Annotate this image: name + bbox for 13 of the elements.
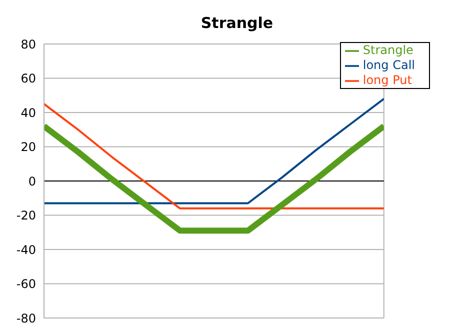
legend-label: Strangle [362, 43, 414, 57]
y-tick-label: 20 [20, 140, 36, 154]
y-tick-label: -40 [16, 242, 36, 257]
legend-label: long Call [362, 58, 415, 72]
legend-label: long Put [362, 73, 412, 87]
y-tick-label: 80 [20, 37, 36, 52]
y-tick-label: -60 [16, 277, 36, 292]
chart-title: Strangle [200, 14, 274, 32]
y-tick-label: -80 [16, 311, 36, 325]
y-tick-label: 0 [28, 174, 36, 188]
y-tick-label: -20 [16, 208, 36, 223]
y-tick-label: 40 [20, 106, 36, 120]
y-tick-label: 60 [20, 72, 36, 86]
